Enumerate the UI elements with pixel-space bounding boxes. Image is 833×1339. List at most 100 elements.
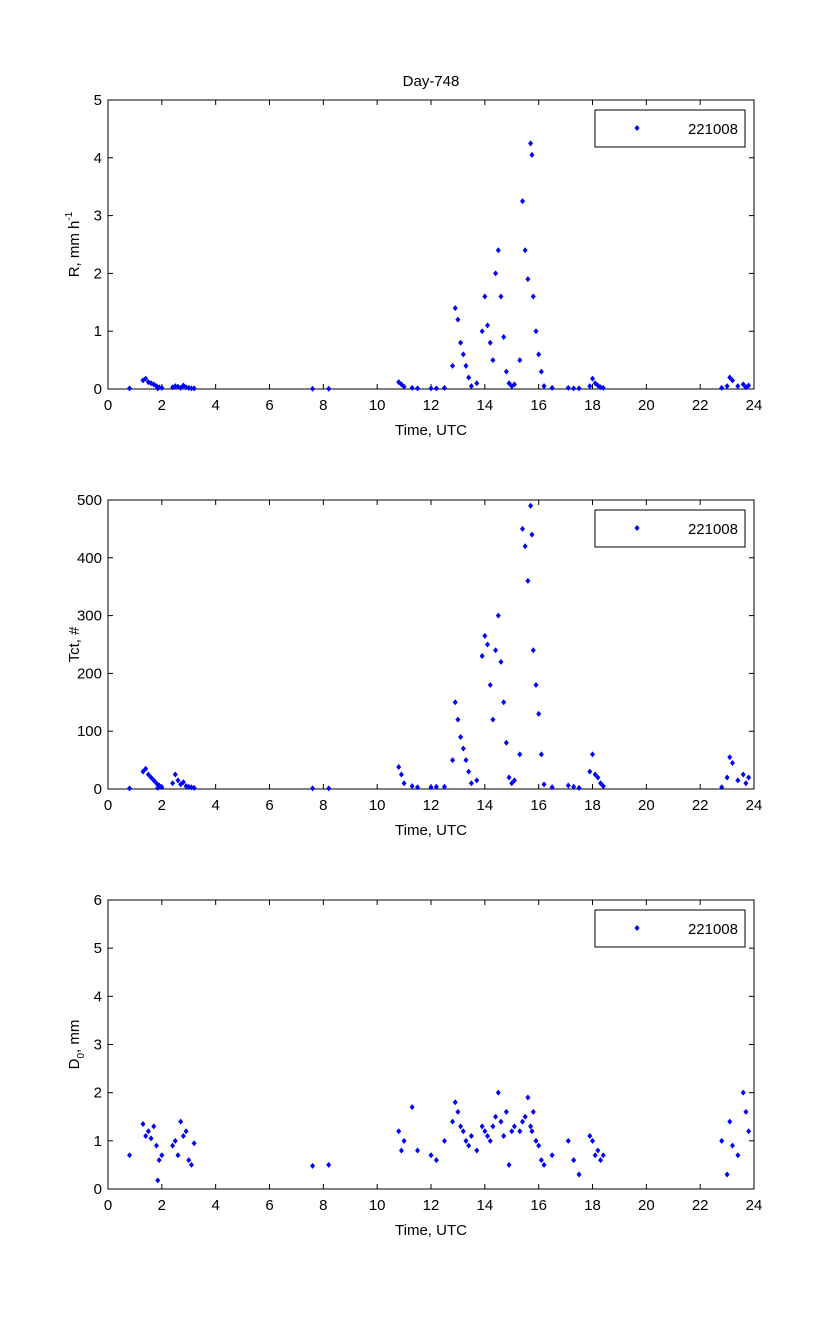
x-axis-label: Time, UTC [395, 422, 467, 439]
data-point [498, 293, 504, 300]
data-point [538, 751, 544, 758]
data-point [186, 1157, 192, 1164]
x-tick-label: 18 [584, 797, 601, 814]
data-point [180, 779, 186, 786]
y-axis-label: D0, mm [66, 1020, 87, 1070]
data-point [727, 374, 733, 381]
data-point [474, 1147, 480, 1154]
data-point [463, 757, 469, 764]
data-point [598, 1157, 604, 1164]
data-point [452, 1099, 458, 1106]
x-tick-label: 20 [638, 797, 655, 814]
data-point [145, 771, 151, 778]
x-tick-label: 4 [211, 397, 219, 414]
data-point [498, 1118, 504, 1125]
data-point [565, 1137, 571, 1144]
data-point [466, 374, 472, 381]
x-tick-label: 24 [746, 397, 763, 414]
y-tick-label: 3 [94, 1037, 102, 1054]
data-point [592, 1152, 598, 1159]
data-point [396, 764, 402, 771]
data-point [590, 751, 595, 758]
data-point [155, 784, 161, 791]
data-point [466, 768, 472, 775]
data-point [460, 351, 466, 358]
data-point [140, 768, 146, 775]
data-point [528, 140, 534, 147]
data-point [549, 384, 555, 391]
data-point [506, 1161, 512, 1168]
data-point [541, 1161, 547, 1168]
data-point [495, 612, 501, 619]
x-tick-label: 14 [476, 397, 493, 414]
data-point [740, 771, 746, 778]
x-axis-label: Time, UTC [395, 1222, 467, 1239]
data-point [724, 383, 730, 390]
data-point [729, 759, 735, 766]
data-point [159, 384, 165, 391]
data-point [326, 385, 332, 392]
data-point [493, 270, 499, 277]
data-point [746, 1128, 752, 1135]
data-point [549, 1152, 555, 1159]
x-tick-label: 6 [265, 1197, 273, 1214]
data-point [159, 1152, 165, 1159]
data-point [485, 641, 491, 648]
x-tick-label: 20 [638, 397, 655, 414]
data-point [188, 1161, 194, 1168]
y-tick-label: 100 [77, 723, 102, 740]
data-point [148, 1135, 154, 1142]
data-point [455, 1108, 461, 1115]
data-point [191, 385, 197, 392]
data-point [498, 658, 504, 665]
data-point [735, 777, 741, 784]
x-tick-label: 8 [319, 397, 327, 414]
data-point [487, 681, 493, 688]
legend: 221008 [594, 509, 746, 548]
data-point [441, 1137, 447, 1144]
data-point [528, 1123, 534, 1130]
data-point [148, 774, 154, 781]
data-point [517, 1128, 523, 1135]
data-point [441, 384, 447, 391]
data-point [450, 1118, 456, 1125]
plot-area [107, 99, 755, 390]
x-tick-label: 0 [104, 797, 112, 814]
data-point [180, 1133, 186, 1140]
x-tick-label: 16 [530, 797, 547, 814]
data-point [493, 647, 499, 654]
data-point [398, 1147, 404, 1154]
data-point [506, 380, 512, 387]
data-point [511, 1123, 517, 1130]
x-tick-label: 2 [158, 797, 166, 814]
data-point [719, 784, 725, 791]
data-point [433, 385, 439, 392]
x-tick-label: 10 [369, 397, 386, 414]
data-point [509, 780, 515, 787]
legend-marker-icon [634, 125, 640, 131]
y-tick-label: 4 [94, 150, 102, 167]
data-point [463, 362, 469, 369]
data-point [175, 777, 181, 784]
data-point [458, 733, 464, 740]
data-point [433, 783, 439, 790]
x-tick-label: 22 [692, 797, 709, 814]
data-point [743, 1108, 749, 1115]
data-point [729, 1142, 735, 1149]
data-point [172, 1137, 178, 1144]
data-point [522, 543, 528, 550]
legend-box [594, 109, 746, 148]
data-point [592, 771, 598, 778]
y-tick-label: 6 [94, 892, 102, 909]
x-tick-label: 12 [423, 1197, 440, 1214]
data-point [458, 339, 464, 346]
data-point [479, 653, 485, 660]
data-point [428, 1152, 434, 1159]
data-point [415, 784, 421, 791]
x-tick-label: 2 [158, 397, 166, 414]
data-point [460, 745, 466, 752]
data-point [530, 1108, 536, 1115]
data-point [538, 368, 544, 375]
x-tick-label: 14 [476, 797, 493, 814]
